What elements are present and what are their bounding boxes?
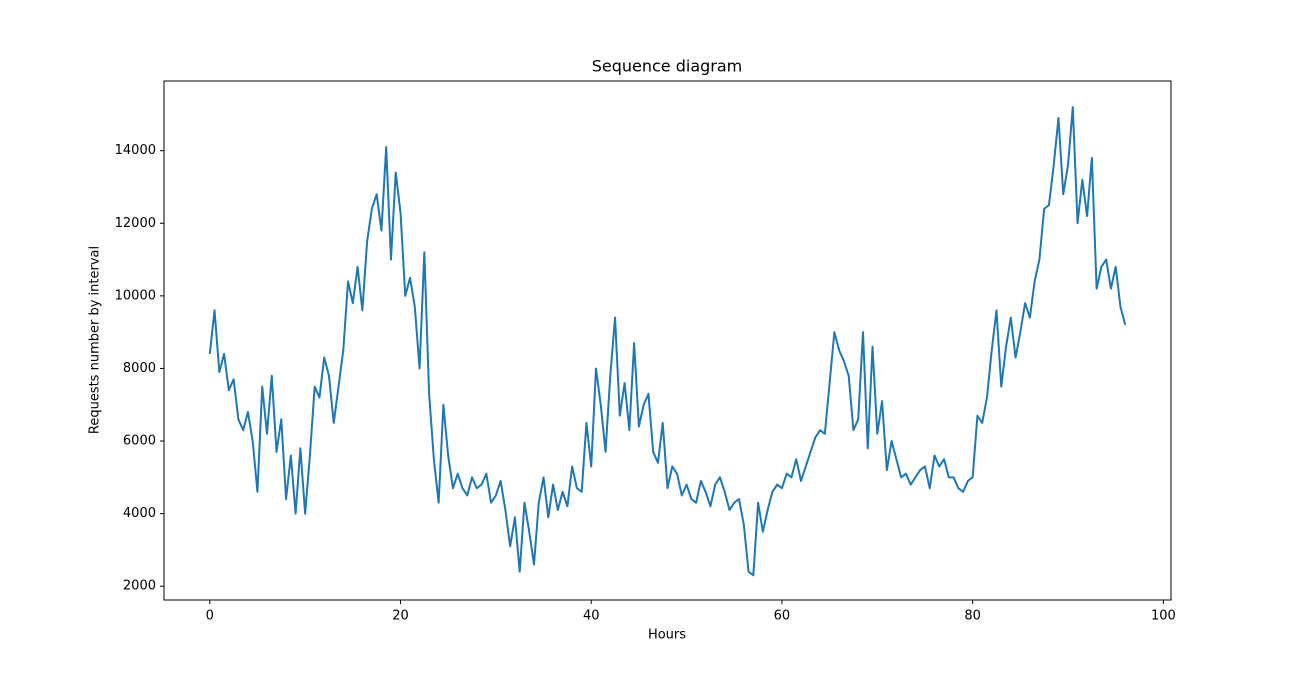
y-tick-label: 12000 [115,216,156,231]
x-tick-label: 20 [392,609,409,624]
x-tick-label: 60 [774,609,791,624]
chart-title: Sequence diagram [592,57,743,76]
y-tick-label: 6000 [123,434,156,449]
data-line [208,106,1127,577]
y-tick-label: 8000 [123,361,156,376]
y-tick-label: 14000 [115,143,156,158]
y-axis-label: Requests number by interval [88,246,103,434]
y-tick-label: 2000 [123,579,156,594]
x-axis-label: Hours [648,628,686,643]
y-tick-label: 10000 [115,288,156,303]
x-tick-label: 0 [206,609,214,624]
x-tick-label: 100 [1151,609,1176,624]
y-tick-label: 4000 [123,506,156,521]
x-tick-label: 40 [583,609,600,624]
plot-frame [163,80,1172,601]
x-tick-label: 80 [964,609,981,624]
